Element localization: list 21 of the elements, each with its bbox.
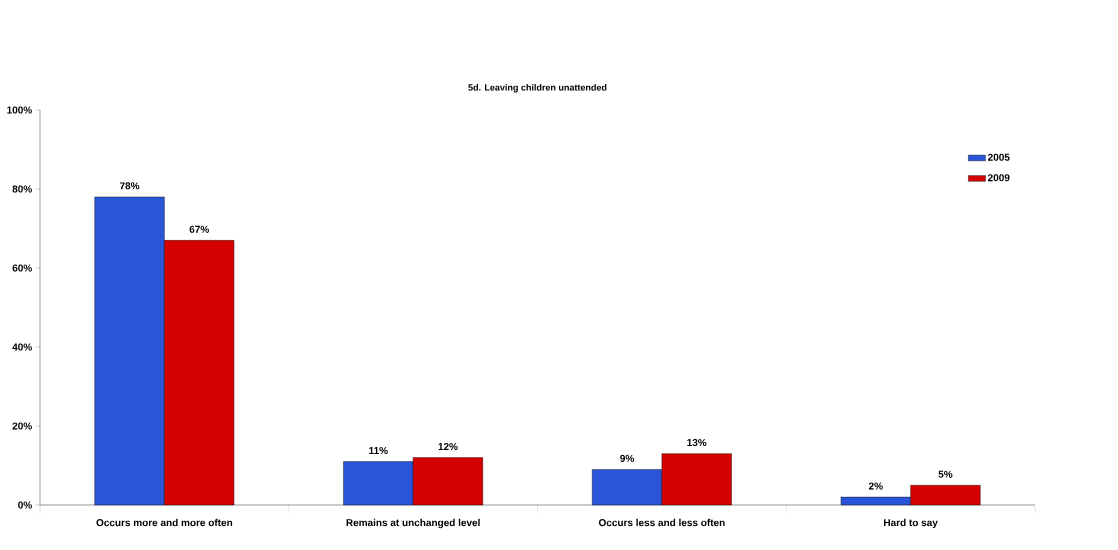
data-label: 13%	[687, 439, 707, 447]
data-label: 5%	[938, 470, 953, 478]
data-label: 11%	[369, 446, 388, 455]
legend-label: 2005	[988, 153, 1010, 161]
legend-label: 2009	[988, 174, 1010, 182]
chart-title: 5d. Leaving children unattended	[468, 84, 607, 93]
y-tick-label: 0%	[18, 501, 32, 509]
y-tick-label: 60%	[12, 264, 32, 272]
data-label: 9%	[620, 454, 635, 462]
data-label: 78%	[119, 182, 140, 190]
y-tick-label: 40%	[12, 343, 32, 351]
data-label: 2%	[868, 482, 883, 490]
data-label: 67%	[189, 225, 209, 233]
y-tick-label: 80%	[12, 185, 32, 193]
x-tick-label: Remains at unchanged level	[346, 518, 480, 529]
x-tick-label: Occurs less and less often	[598, 518, 725, 527]
x-tick-label: Hard to say	[884, 518, 938, 529]
x-tick-label: Occurs more and more often	[96, 518, 233, 527]
data-label: 12%	[438, 443, 458, 451]
y-tick-label: 100%	[7, 106, 32, 114]
y-tick-label: 20%	[12, 422, 32, 430]
